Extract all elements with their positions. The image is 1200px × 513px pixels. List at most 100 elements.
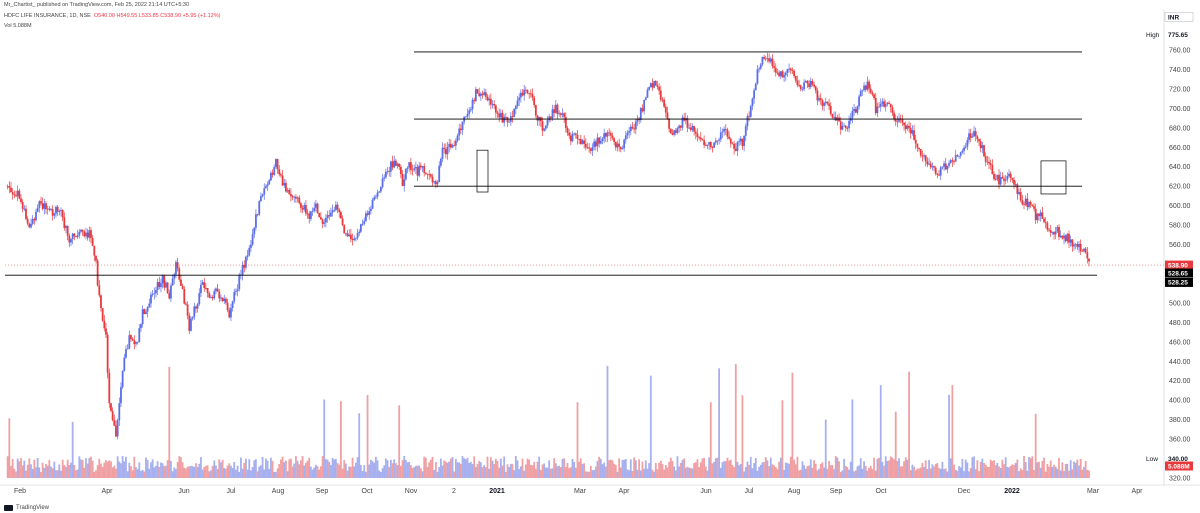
candle-body [458,128,461,136]
candle-body [448,143,451,148]
volume-bar [773,465,775,478]
candle-body [379,187,382,192]
candle-body [398,163,401,167]
candle-body [533,97,536,106]
candle-body [611,135,614,139]
candle-body [285,183,287,192]
candle-body [51,209,54,216]
volume-bar [929,468,932,478]
candle-body [128,335,131,349]
candle-body [8,186,11,188]
volume-bar [893,459,895,478]
candle-body [21,201,24,209]
candle-body [543,128,546,131]
volume-bar [813,460,815,478]
volume-bar [31,468,34,478]
candle-body [346,233,349,237]
volume-bar [613,463,616,478]
candle-body [28,223,31,228]
candle-body [406,167,409,170]
volume-bar [964,459,967,478]
candle-body [413,168,416,170]
volume-bar [80,459,82,478]
volume-bar [195,463,197,478]
volume-bar [861,468,864,478]
candle-body [719,132,722,140]
volume-bar [40,471,42,478]
candle-body [233,291,236,302]
candle-body [91,238,94,246]
volume-bar [346,470,349,478]
candle-body [944,163,947,170]
candle-body [559,113,562,115]
candle-body [513,108,516,117]
volume-bar [728,460,731,478]
volume-bar [938,467,940,478]
volume-bar [568,468,571,478]
candle-body [78,231,81,236]
volume-bar [1029,458,1032,478]
candle-body [613,138,616,142]
volume-bar [853,471,855,478]
volume-bar [236,465,239,478]
volume-bar [261,456,264,478]
candle-body [1033,206,1035,209]
time-tick-label: Jun [700,488,711,495]
candle-body [584,143,587,148]
volume-bar [18,461,21,478]
volume-bar [290,458,292,478]
candle-body [205,287,207,289]
candle-body [568,132,571,136]
volume-bar [330,465,332,478]
highlight-box [476,149,489,193]
volume-bar [424,457,427,478]
candle-body [31,218,34,224]
candle-body [674,130,677,133]
time-tick-label: Mar [574,488,587,495]
volume-bar [105,460,107,478]
candle-body [1079,243,1082,252]
tradingview-logo[interactable]: TradingView [4,505,49,511]
volume-bar [659,460,662,478]
volume-bar [374,456,377,478]
volume-bar [619,467,622,478]
candle-body [181,285,184,289]
candle-body [956,155,959,157]
candle-body [871,92,874,95]
volume-bar [95,470,97,478]
volume-bar [218,459,221,478]
volume-bar [639,470,642,478]
candle-body [694,131,697,134]
candle-body [1066,233,1069,242]
candle-body [766,58,769,60]
volume-bar [53,461,56,478]
candle-body [618,143,621,147]
volume-bar [1036,462,1039,478]
candle-body [483,92,486,95]
time-tick-label: Sep [830,488,843,495]
candle-body [70,239,72,243]
candle-body [153,293,156,295]
candle-body [190,318,192,331]
candle-body [185,303,187,305]
volume-bar [859,458,862,478]
volume-bar [356,457,359,478]
volume-bar [586,471,589,478]
volume-bar [215,465,217,478]
volume-bar [61,459,64,478]
volume-bar [494,458,497,478]
volume-bar [361,471,364,478]
price-tick-label: 760.00 [1169,48,1191,55]
volume-bar [829,465,832,478]
candle-body [288,190,291,195]
candle-body [238,275,241,290]
volume-bar [50,466,52,478]
volume-bar [66,459,69,478]
volume-bar [466,457,469,478]
candle-body [1003,178,1005,181]
candle-body [76,235,79,238]
currency-tag-text: INR [1168,14,1180,21]
candle-body [556,104,559,115]
volume-bar [408,461,411,478]
